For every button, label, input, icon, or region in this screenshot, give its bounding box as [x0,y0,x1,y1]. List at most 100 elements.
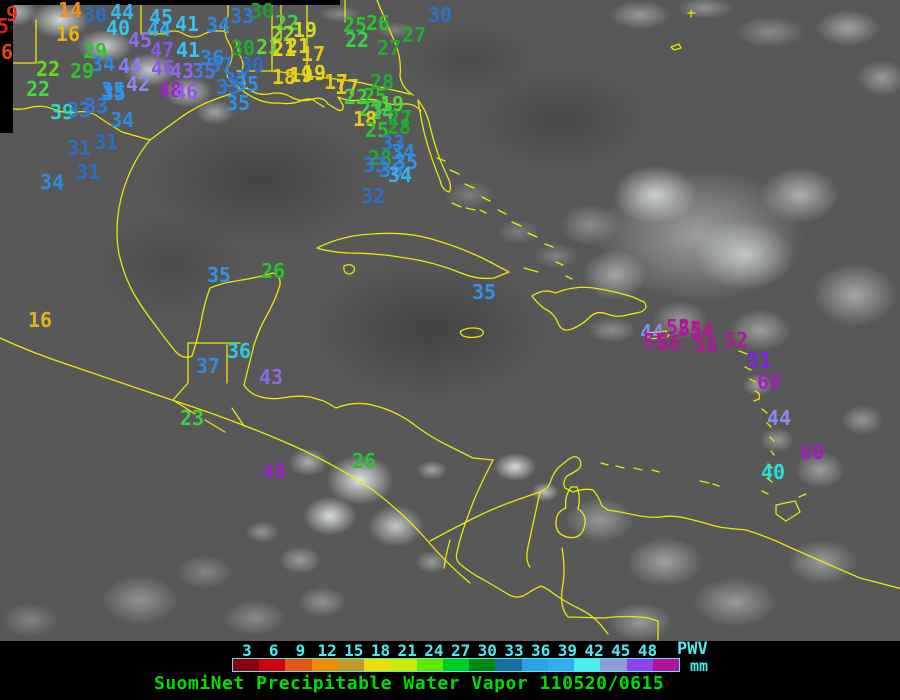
station-pwv-value: 30 [427,3,453,27]
station-pwv-value: 35 [100,78,126,102]
station-pwv-value: 30 [239,53,265,77]
isle-of-youth [343,264,356,275]
station-pwv-value: 23 [179,406,205,430]
station-pwv-value: 18 [352,107,378,131]
station-pwv-value: 60 [799,440,825,464]
colorbar-tick-label: 27 [450,641,471,660]
station-pwv-value: 34 [205,13,231,37]
colorbar [232,658,680,672]
station-pwv-value: 56 [693,333,719,357]
cuba-outline [316,232,510,280]
border-texas-panhandle [140,0,165,35]
rio-grande [0,103,151,141]
station-pwv-value: 19 [379,92,405,116]
station-pwv-value: 16 [55,22,81,46]
station-pwv-value: 60 [756,370,782,394]
station-pwv-value: 55 [642,329,668,353]
station-pwv-value: 21 [285,34,311,58]
map-title: SuomiNet Precipitable Water Vapor 110520… [154,673,665,694]
station-pwv-value: 30 [249,0,275,23]
station-pwv-value: 41 [175,38,201,62]
colorbar-tick-label: 48 [637,641,658,660]
colorbar-segment [311,659,338,671]
station-pwv-value: 36 [226,339,252,363]
colorbar-segment [652,659,679,671]
colorbar-segment [442,659,470,671]
station-pwv-value: 6 [0,40,14,64]
station-pwv-value: 35 [101,81,127,105]
bermuda-island [670,43,682,51]
station-pwv-value: 19 [292,18,318,42]
station-pwv-value: 35 [206,263,232,287]
border-alabama-florida [306,75,411,95]
station-pwv-value: 55 [677,317,703,341]
station-pwv-value: 22 [35,57,61,81]
colorbar-segment [233,659,260,671]
station-pwv-value: 16 [27,308,53,332]
station-pwv-value: 28 [367,146,393,170]
station-pwv-value: 26 [365,11,391,35]
station-pwv-value: 22 [274,11,300,35]
border-mississippi-alabama [271,1,282,72]
honduras-coast [243,384,494,461]
station-pwv-value: 28 [386,115,412,139]
station-pwv-value: 26 [351,449,377,473]
colorbar-segment [495,659,522,671]
station-pwv-value: 34 [109,108,135,132]
map-edge-left [0,0,13,133]
station-pwv-value: 25 [364,118,390,142]
colorbar-tick-label: 42 [584,641,604,660]
colorbar-tick-label: 9 [295,641,306,660]
station-pwv-value: 41 [174,12,200,36]
station-pwv-value: 45 [148,5,174,29]
lesser-antilles-islands [738,350,775,495]
station-pwv-value: 22 [25,77,51,101]
station-pwv-value: 22 [270,22,296,46]
red-river [163,30,229,38]
station-pwv-value: 21 [255,35,281,59]
station-pwv-value: 29 [69,59,95,83]
station-pwv-value: 40 [760,460,786,484]
station-pwv-value: 33 [83,94,109,118]
station-pwv-value: 31 [75,160,101,184]
station-pwv-value: 35 [225,91,251,115]
mexico-yucatan-coast [116,139,281,386]
station-pwv-value: 23 [358,97,384,121]
nicaragua-coast [455,459,494,565]
station-pwv-value: 18 [271,65,297,89]
colorbar-tick-label: 24 [424,641,444,660]
colorbar-tick-label: 33 [504,641,524,660]
colorbar-tick-label: 21 [397,641,417,660]
station-pwv-value: 9 [5,2,19,26]
colorbar-segment [626,659,653,671]
bahamas-islands [436,157,573,280]
station-pwv-value: 54 [689,319,715,343]
colorbar-tick-label: 18 [370,641,391,660]
station-pwv-value: 33 [380,131,406,155]
florida-keys [451,202,487,214]
station-pwv-value: 25 [342,13,368,37]
station-pwv-value: 14 [57,0,83,22]
coastlines-overlay [0,0,900,641]
station-pwv-value: 46 [173,80,199,104]
bottom-bar: 3 6 9 12 15 18 21 24 27 30 33 36 39 42 45 48 PWV mm Suo… [0,639,900,700]
station-pwv-value: 44 [117,54,143,78]
border-texas-louisiana [235,39,246,86]
colorbar-segment [574,659,601,671]
station-pwv-value: 22 [343,85,369,109]
panama-coast [459,563,609,635]
station-pwv-value: 35 [191,59,217,83]
station-pwv-value: 29 [82,39,108,63]
station-pwv-value: 33 [362,153,388,177]
station-pwv-value: 31 [66,136,92,160]
station-pwv-value: 19 [288,63,314,87]
station-pwv-value: 56 [656,331,682,355]
station-pwv-value: 5 [0,14,10,38]
station-pwv-value: 33 [66,98,92,122]
colorbar-tick-label: 3 [242,641,252,660]
station-pwv-value: 34 [390,140,416,164]
station-pwv-value: 44 [109,0,135,24]
station-pwv-value: 26 [260,259,286,283]
colorbar-segment [337,659,365,671]
station-pwv-value: 43 [169,59,195,83]
